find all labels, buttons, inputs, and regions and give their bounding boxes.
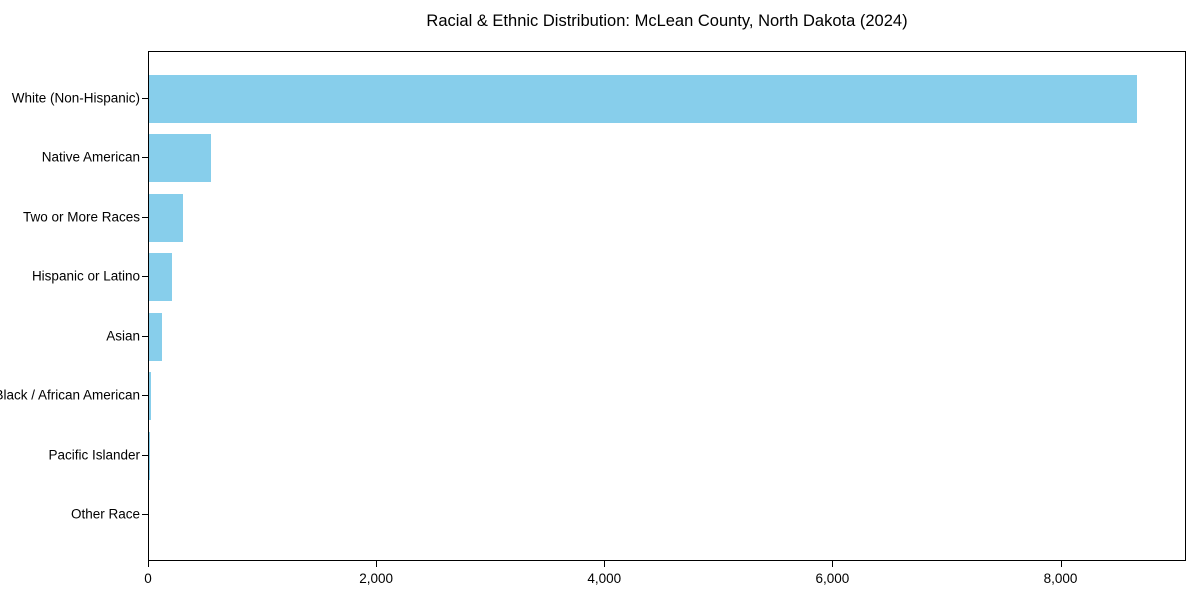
y-axis-label-black-african-american: Black / African American <box>0 387 140 403</box>
bar-pacific-islander <box>149 431 150 480</box>
y-axis-label-native-american: Native American <box>41 149 140 165</box>
x-axis-tick <box>1060 561 1062 567</box>
x-axis-tick-label: 2,000 <box>359 571 394 586</box>
y-axis-tick <box>142 514 148 515</box>
x-axis-tick-label: 6,000 <box>815 571 850 586</box>
bar-asian <box>149 312 162 361</box>
y-axis-label-pacific-islander: Pacific Islander <box>48 447 140 463</box>
bar-native-american <box>149 134 211 183</box>
x-axis-tick <box>604 561 606 567</box>
x-axis-tick <box>832 561 834 567</box>
y-axis-tick <box>142 454 148 456</box>
y-axis-label-other-race: Other Race <box>70 506 140 522</box>
y-axis-label-two-or-more-races: Two or More Races <box>22 209 140 225</box>
y-axis-tick <box>142 157 148 159</box>
y-axis-tick <box>142 216 148 218</box>
x-axis-tick <box>148 561 149 567</box>
chart-title: Racial & Ethnic Distribution: McLean Cou… <box>426 12 908 30</box>
x-axis-tick-label: 4,000 <box>587 571 622 586</box>
y-axis-tick <box>142 98 148 99</box>
y-axis-label-white-non-hispanic: White (Non-Hispanic) <box>11 90 140 106</box>
y-axis-tick <box>142 276 148 278</box>
bar-hispanic-or-latino <box>149 253 172 302</box>
x-axis-tick-label: 0 <box>144 571 152 586</box>
plot-area <box>148 51 1186 561</box>
y-axis-label-asian: Asian <box>106 328 140 344</box>
x-axis-tick <box>376 561 378 567</box>
y-axis-tick <box>142 395 148 397</box>
bar-black-african-american <box>149 372 151 421</box>
y-axis-label-hispanic-or-latino: Hispanic or Latino <box>31 268 140 284</box>
x-axis-tick-label: 8,000 <box>1043 571 1078 586</box>
y-axis-tick <box>142 335 148 337</box>
bar-two-or-more-races <box>149 193 184 242</box>
bar-white-non-hispanic <box>149 75 1137 123</box>
